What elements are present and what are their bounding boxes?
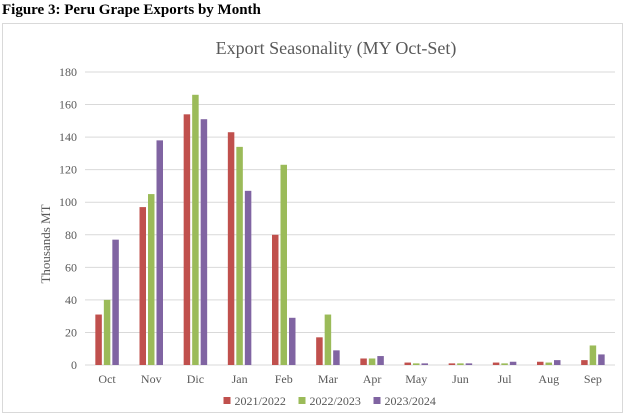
bar-2022-2023-feb <box>280 164 287 365</box>
bar-2021-2022-may <box>404 362 411 365</box>
legend: 2021/2022 2022/2023 2023/2024 <box>223 394 436 408</box>
y-axis-label: Thousands MT <box>38 204 53 283</box>
bar-2023-2024-may <box>421 363 428 365</box>
bar-2022-2023-oct <box>103 299 111 365</box>
y-tick-label: 100 <box>59 195 77 209</box>
bar-2022-2023-jun <box>457 363 464 365</box>
y-tick-label: 160 <box>59 98 77 112</box>
bar-2021-2022-jan <box>227 132 235 365</box>
y-tick-label: 60 <box>65 260 77 274</box>
bar-2023-2024-sep <box>598 354 605 365</box>
x-tick-label: May <box>405 372 427 386</box>
bar-2021-2022-sep <box>581 360 588 365</box>
x-tick-label: Apr <box>363 372 382 386</box>
bar-2022-2023-jan <box>236 146 243 365</box>
gridlines <box>85 71 615 366</box>
y-tick-label: 20 <box>65 325 77 339</box>
bar-2023-2024-oct <box>112 239 119 365</box>
bar-2021-2022-dic <box>183 114 191 365</box>
bar-2021-2022-feb <box>272 234 279 365</box>
bar-2022-2023-apr <box>368 358 376 365</box>
bar-2022-2023-dic <box>192 94 199 366</box>
legend-label: 2023/2024 <box>385 394 436 408</box>
bar-2021-2022-nov <box>139 207 146 365</box>
bar-2022-2023-nov <box>148 194 155 365</box>
legend-label: 2022/2023 <box>310 394 361 408</box>
bars <box>95 94 605 366</box>
legend-swatch <box>298 397 306 404</box>
y-tick-label: 120 <box>59 163 77 177</box>
y-tick-label: 180 <box>59 65 77 79</box>
bar-chart: Export Seasonality (MY Oct-Set) 0 20 40 60 8… <box>38 38 615 408</box>
x-axis-ticks: Oct Nov Dic Jan Feb Mar Apr May Jun Jul Aug Sep <box>98 372 601 386</box>
x-tick-label: Jan <box>232 372 248 386</box>
bar-2023-2024-aug <box>554 360 561 365</box>
y-tick-label: 140 <box>59 130 77 144</box>
x-tick-label: Jun <box>452 372 469 386</box>
bar-2023-2024-feb <box>289 317 296 365</box>
bar-2023-2024-dic <box>200 119 208 365</box>
bar-2023-2024-nov <box>156 140 163 365</box>
x-tick-label: Sep <box>584 372 602 386</box>
bar-2021-2022-mar <box>316 337 323 365</box>
y-tick-label: 0 <box>71 358 77 372</box>
legend-label: 2021/2022 <box>235 394 286 408</box>
bar-2023-2024-mar <box>333 350 340 365</box>
bar-2023-2024-jun <box>465 363 473 365</box>
y-tick-label: 80 <box>65 228 77 242</box>
bar-2021-2022-aug <box>537 361 544 365</box>
chart-title: Export Seasonality (MY Oct-Set) <box>216 38 457 59</box>
x-tick-label: Dic <box>187 372 204 386</box>
figure-caption: Figure 3: Peru Grape Exports by Month <box>2 2 261 18</box>
legend-swatch <box>223 397 231 404</box>
legend-swatch <box>373 397 381 404</box>
x-tick-label: Aug <box>538 372 559 386</box>
bar-2023-2024-jul <box>509 361 517 365</box>
bar-2023-2024-apr <box>377 356 384 365</box>
chart-area: Export Seasonality (MY Oct-Set) 0 20 40 60 8… <box>2 23 623 413</box>
bar-2021-2022-apr <box>360 358 367 365</box>
x-tick-label: Feb <box>275 372 293 386</box>
x-tick-label: Jul <box>498 372 513 386</box>
bar-2022-2023-sep <box>589 345 597 365</box>
bar-2022-2023-may <box>413 363 420 365</box>
bar-2021-2022-jul <box>492 362 500 365</box>
x-tick-label: Mar <box>318 372 338 386</box>
bar-2022-2023-jul <box>501 363 508 365</box>
x-tick-label: Nov <box>141 372 162 386</box>
bar-2022-2023-aug <box>545 362 552 365</box>
x-tick-label: Oct <box>98 372 116 386</box>
bar-2023-2024-jan <box>244 190 252 365</box>
bar-2021-2022-jun <box>448 363 456 365</box>
bar-2022-2023-mar <box>324 314 332 365</box>
y-axis-ticks: 0 20 40 60 80 100 120 140 160 180 <box>59 65 77 372</box>
y-tick-label: 40 <box>65 293 77 307</box>
bar-2021-2022-oct <box>95 314 102 365</box>
